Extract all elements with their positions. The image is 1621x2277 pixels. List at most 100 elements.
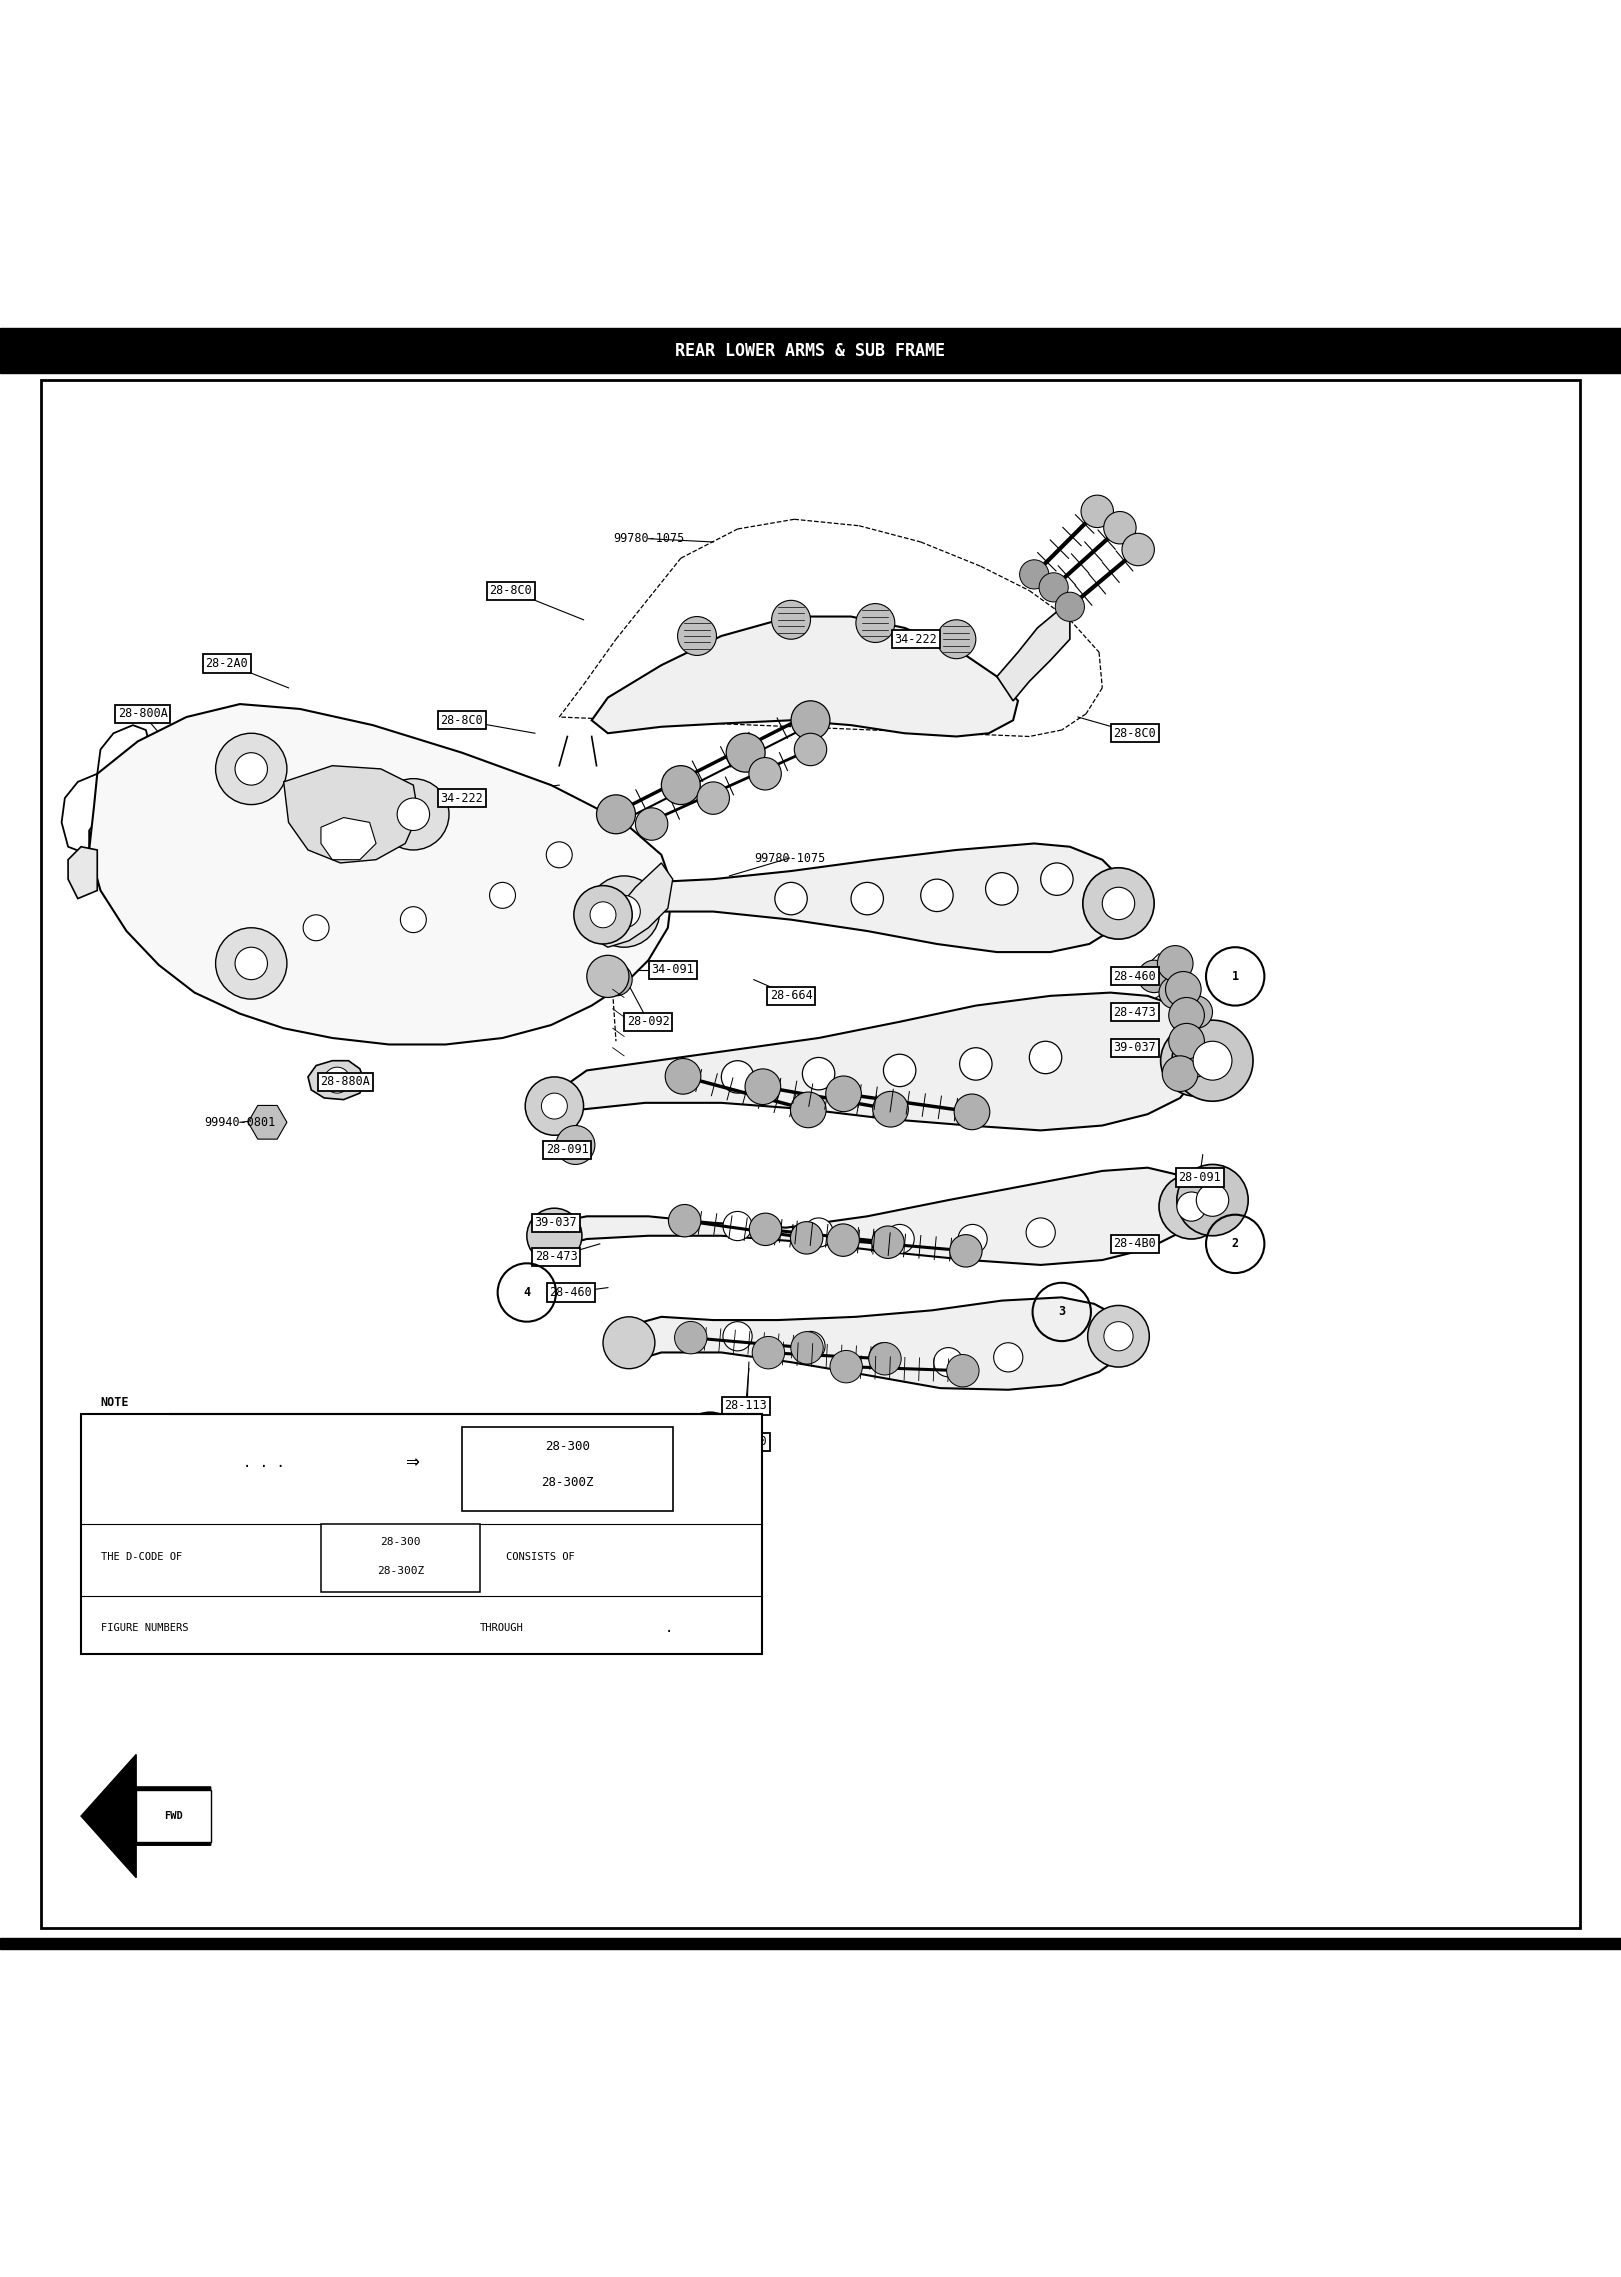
Text: 2: 2 (1232, 1236, 1238, 1250)
Text: 99780-1075: 99780-1075 (613, 533, 684, 544)
Text: 28-300Z: 28-300Z (541, 1475, 593, 1489)
Text: 28-091: 28-091 (1178, 1170, 1221, 1184)
Circle shape (1196, 1184, 1229, 1216)
Circle shape (400, 906, 426, 934)
Circle shape (527, 1209, 582, 1264)
Text: 28-460: 28-460 (1114, 970, 1156, 984)
Text: 28-664: 28-664 (770, 988, 812, 1002)
Circle shape (324, 1068, 350, 1093)
Text: FWD: FWD (164, 1810, 183, 1822)
Circle shape (723, 1321, 752, 1350)
Text: 28-300: 28-300 (545, 1439, 590, 1453)
Circle shape (955, 1093, 990, 1129)
Circle shape (635, 808, 668, 840)
Text: 39-037: 39-037 (535, 1216, 577, 1230)
Circle shape (947, 1355, 979, 1387)
Text: CONSISTS OF: CONSISTS OF (506, 1551, 574, 1562)
Bar (0, 328, 1621, 373)
Circle shape (1180, 1045, 1213, 1077)
Circle shape (1162, 1057, 1198, 1091)
Text: THE D-CODE OF: THE D-CODE OF (101, 1551, 182, 1562)
Circle shape (1169, 997, 1204, 1034)
Text: 99780-1075: 99780-1075 (754, 852, 825, 865)
Circle shape (825, 1077, 861, 1111)
Circle shape (1177, 1191, 1206, 1220)
Circle shape (994, 1343, 1023, 1373)
Polygon shape (89, 704, 673, 1045)
Circle shape (1180, 995, 1213, 1029)
Circle shape (1122, 533, 1154, 565)
Polygon shape (597, 842, 1127, 952)
Circle shape (397, 799, 430, 831)
Circle shape (665, 1059, 700, 1095)
Circle shape (600, 963, 632, 995)
Circle shape (661, 765, 700, 804)
Circle shape (490, 883, 515, 909)
Polygon shape (551, 1168, 1196, 1266)
Circle shape (608, 895, 640, 927)
Text: 28-091: 28-091 (546, 1143, 588, 1157)
Circle shape (1102, 888, 1135, 920)
Text: 28-800A: 28-800A (118, 708, 167, 720)
Circle shape (378, 779, 449, 849)
Text: 28-8C0: 28-8C0 (441, 713, 483, 726)
Circle shape (1039, 574, 1068, 601)
Circle shape (1088, 1305, 1149, 1366)
Bar (0, 1938, 1621, 1949)
Circle shape (791, 1223, 823, 1255)
Circle shape (697, 781, 729, 815)
Circle shape (872, 1225, 905, 1259)
Circle shape (574, 886, 632, 945)
Circle shape (674, 1321, 707, 1355)
Circle shape (1055, 592, 1084, 622)
Circle shape (958, 1225, 987, 1255)
Circle shape (546, 842, 572, 868)
Circle shape (791, 1093, 827, 1127)
Text: 3: 3 (1059, 1305, 1065, 1318)
Text: 28-4D0: 28-4D0 (725, 1435, 767, 1448)
Circle shape (772, 601, 810, 640)
Circle shape (791, 701, 830, 740)
Circle shape (960, 1047, 992, 1079)
Polygon shape (619, 1298, 1127, 1389)
Text: THROUGH: THROUGH (480, 1624, 524, 1633)
Circle shape (588, 877, 660, 947)
Circle shape (749, 758, 781, 790)
Circle shape (869, 1343, 898, 1373)
Circle shape (235, 947, 267, 979)
Text: 28-4B0: 28-4B0 (1114, 1236, 1156, 1250)
Text: 28-8C0: 28-8C0 (1114, 726, 1156, 740)
Polygon shape (592, 617, 1018, 735)
Circle shape (1104, 1321, 1133, 1350)
Circle shape (827, 1225, 859, 1257)
Text: NOTE: NOTE (101, 1396, 130, 1409)
Circle shape (303, 915, 329, 940)
Circle shape (802, 1057, 835, 1091)
Circle shape (1083, 868, 1154, 938)
Circle shape (791, 1332, 823, 1364)
Circle shape (752, 1337, 785, 1368)
Text: 5: 5 (707, 1435, 713, 1448)
Circle shape (1177, 1164, 1248, 1236)
Circle shape (934, 1348, 963, 1378)
Circle shape (775, 883, 807, 915)
Circle shape (1081, 494, 1114, 528)
Text: FIGURE NUMBERS: FIGURE NUMBERS (101, 1624, 188, 1633)
Text: 28-473: 28-473 (535, 1250, 577, 1264)
Circle shape (253, 1107, 282, 1136)
Circle shape (796, 1332, 825, 1362)
Polygon shape (551, 993, 1203, 1129)
Circle shape (597, 795, 635, 833)
Circle shape (851, 883, 883, 915)
Circle shape (603, 1316, 655, 1368)
Circle shape (804, 1218, 833, 1248)
Circle shape (726, 733, 765, 772)
Circle shape (856, 603, 895, 642)
Bar (81, 1414, 762, 1653)
Circle shape (885, 1225, 914, 1255)
Circle shape (1159, 1175, 1224, 1239)
Circle shape (235, 754, 267, 786)
Circle shape (937, 619, 976, 658)
Text: 4: 4 (524, 1287, 530, 1298)
Circle shape (678, 617, 716, 656)
